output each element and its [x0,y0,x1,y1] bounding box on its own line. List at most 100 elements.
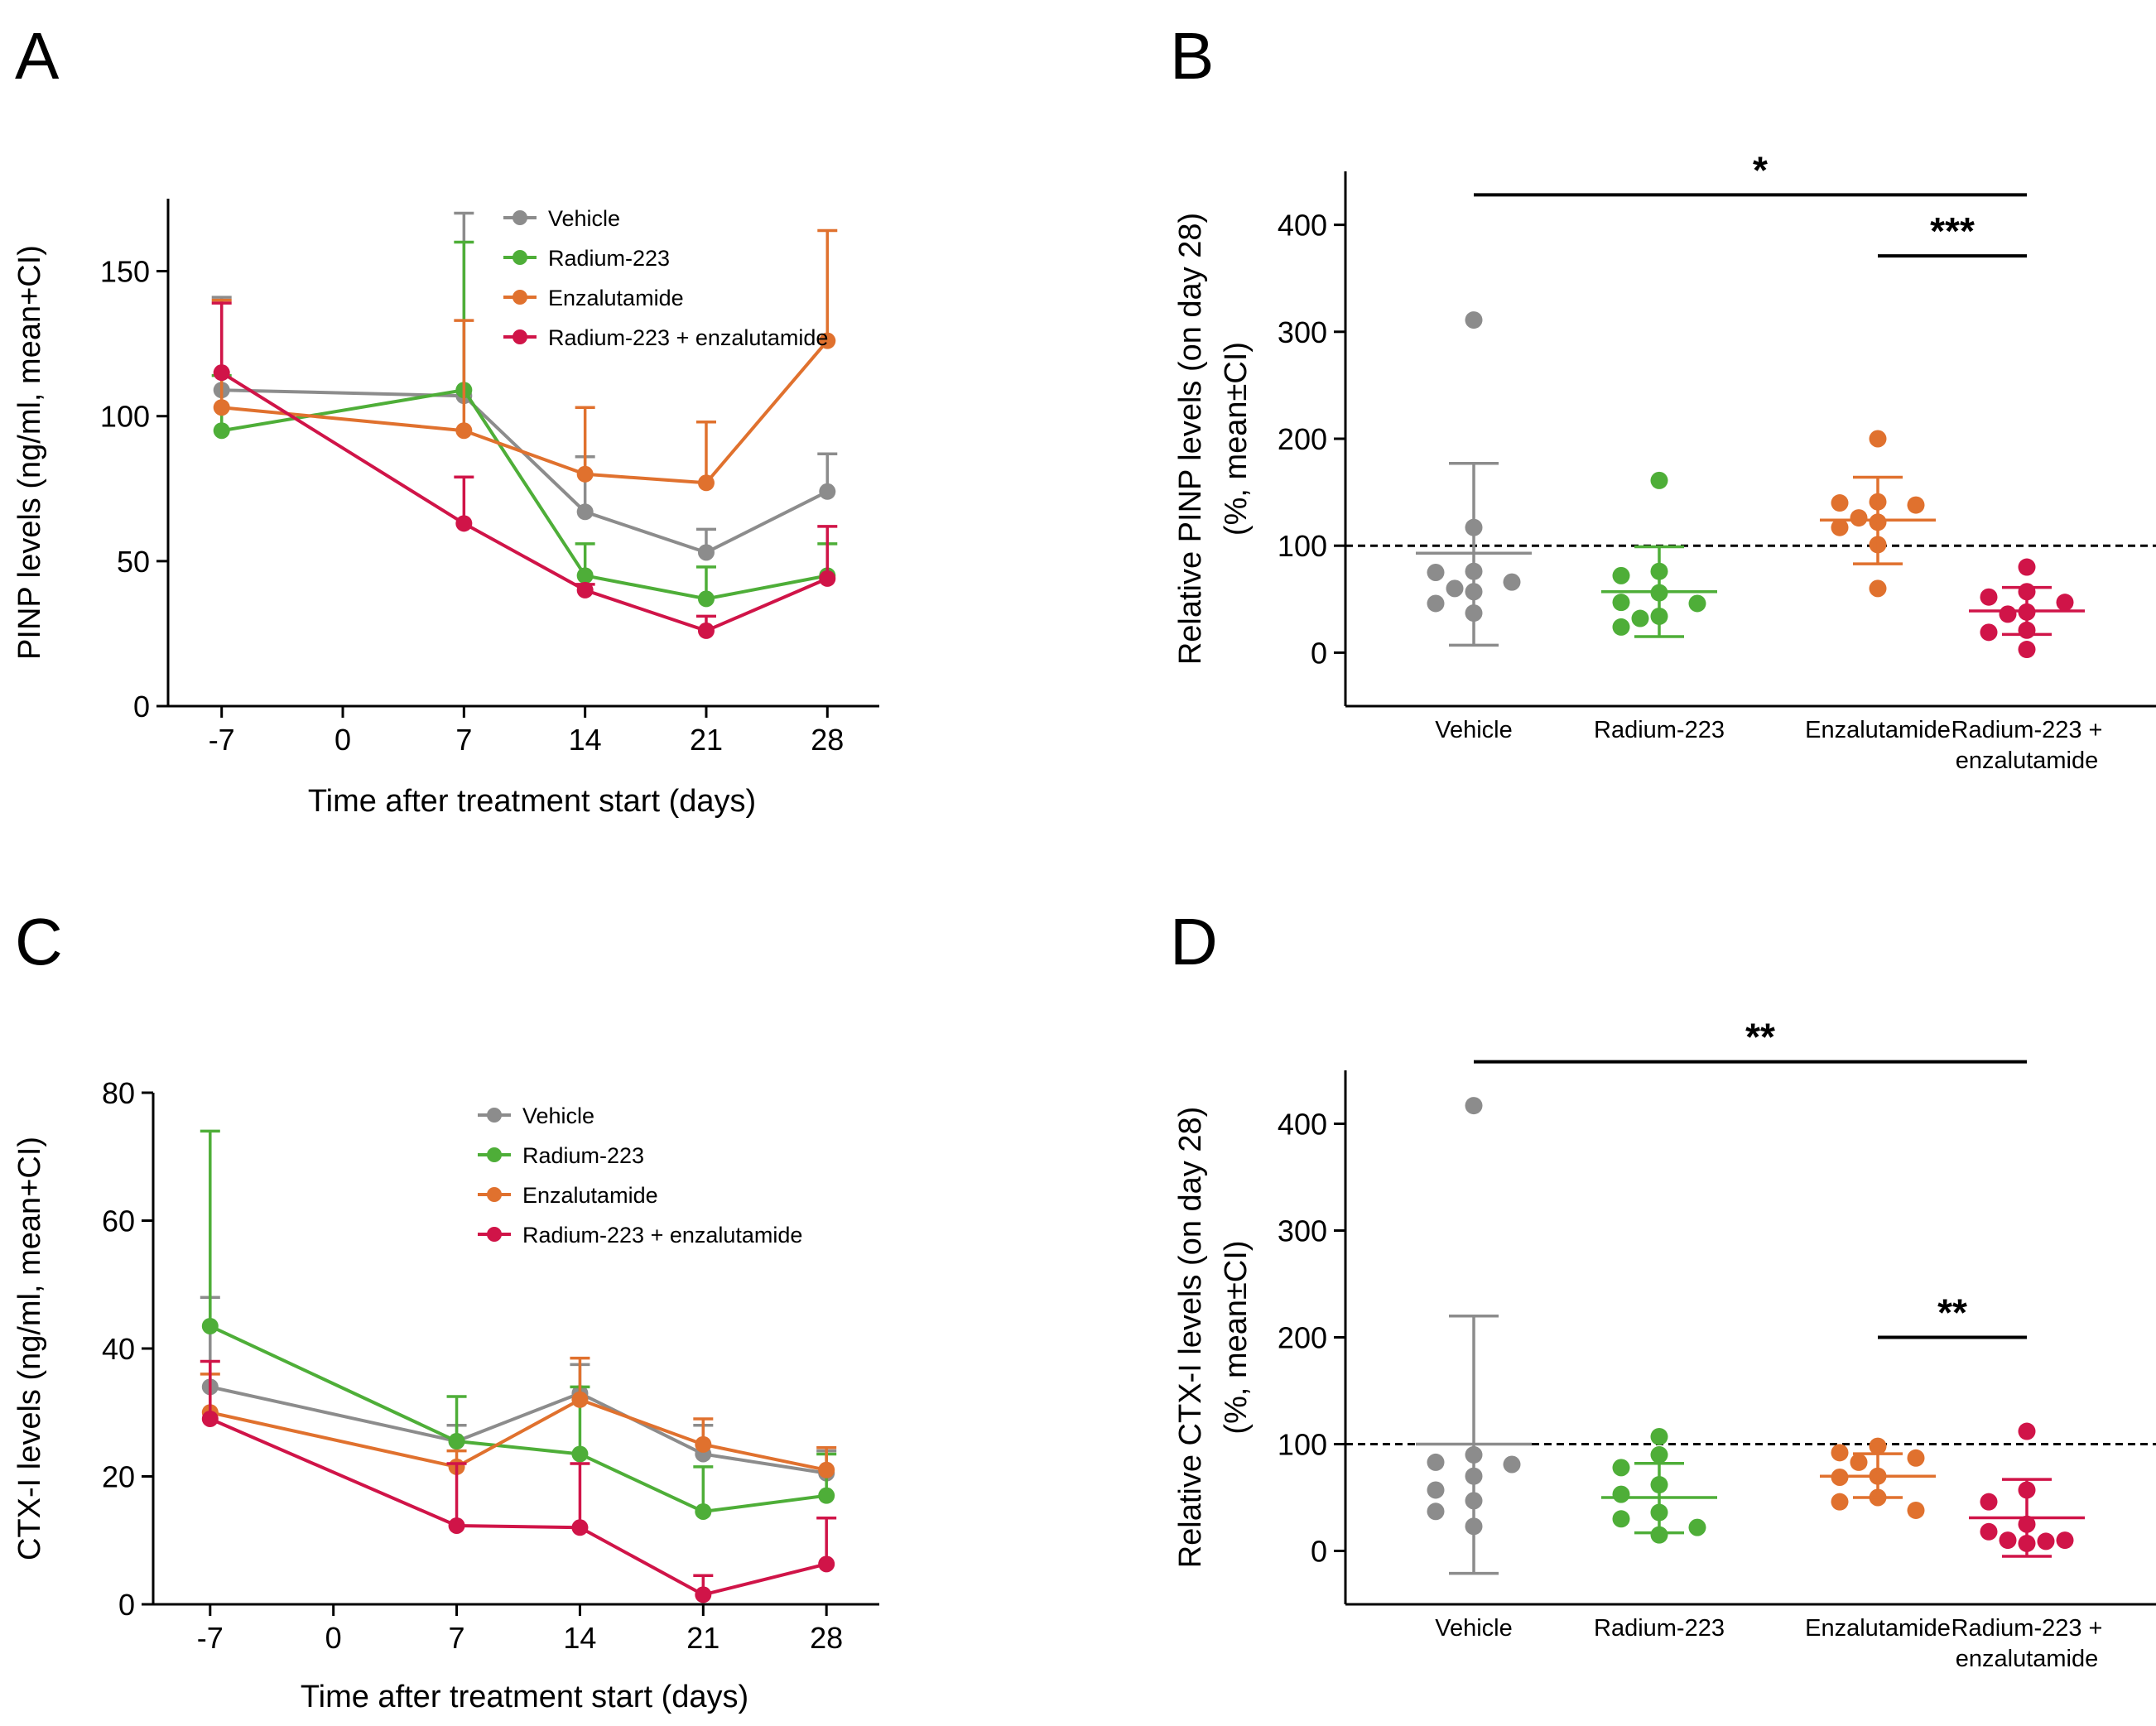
data-point [455,422,473,440]
y-tick-label: 150 [100,255,150,289]
data-point [448,1433,465,1450]
data-point [571,1519,589,1536]
data-point [201,1317,219,1334]
category-label: Radium-223 [1594,717,1725,743]
data-point [1999,605,2017,623]
data-point [1612,594,1630,612]
x-tick-label: 0 [334,723,351,757]
panel-letter: A [15,19,60,93]
significance-label: * [1753,148,1768,191]
legend: Vehicle Radium-223 Enzalutamide Radium-223 … [503,206,828,350]
data-point [1831,518,1849,536]
significance-label: ** [1937,1291,1967,1334]
data-point [1446,579,1464,598]
data-point [2018,558,2036,576]
category-label: Enzalutamide [1805,717,1951,743]
data-point [1650,1526,1668,1544]
data-point [2056,1531,2074,1550]
data-point [1831,1444,1849,1462]
data-point [1612,1510,1630,1528]
category-label: Vehicle [1435,717,1513,743]
data-point [571,1445,589,1463]
data-point [1850,509,1868,527]
data-point [2056,594,2074,612]
legend-label: Radium-223 [522,1143,644,1168]
data-point [1650,1445,1668,1464]
significance-label: *** [1930,209,1975,252]
data-point [1999,1531,2017,1550]
data-point [201,1410,219,1427]
y-tick-label: 100 [1278,529,1327,563]
data-point [2018,1422,2036,1440]
legend-marker [513,210,527,225]
series-vehicle [211,211,838,561]
data-point [571,1391,589,1408]
data-point [576,465,594,483]
data-point [1427,564,1445,581]
data-point [1631,609,1649,627]
data-point [1907,1501,1925,1519]
y-tick-label: 200 [1278,1321,1327,1355]
data-point [1907,496,1925,514]
data-point [1980,1493,1998,1511]
panel-letter: B [1170,19,1214,93]
data-point [1907,1449,1925,1467]
x-tick-label: 21 [686,1621,719,1655]
legend-marker [487,1108,502,1123]
group-vehicle [1416,1097,1532,1575]
x-tick-label: 0 [325,1621,342,1655]
data-point [1612,618,1630,636]
data-point [1427,1502,1445,1521]
panel-a: A 0 50 100 150 -7 0 7 14 21 28 Time after treatment… [12,19,879,819]
x-axis-title: Time after treatment start (days) [308,784,756,819]
data-point [213,364,230,382]
data-point [455,515,473,532]
data-point [1612,1485,1630,1503]
x-tick-label: 7 [449,1621,465,1655]
data-point [576,503,594,521]
data-point [1503,1455,1521,1474]
y-axis-title: CTX-I levels (ng/ml, mean+CI) [12,1137,47,1560]
significance-label: ** [1745,1016,1775,1059]
data-point [1869,579,1887,598]
group-radium-223 [1601,471,1717,638]
data-point [697,474,715,492]
data-point [576,581,594,599]
data-point [819,570,836,587]
data-point [695,1435,712,1453]
category-label: enzalutamide [1956,748,2099,774]
data-point [1831,494,1849,512]
data-point [697,544,715,561]
y-tick-label: 40 [102,1332,135,1366]
legend-label: Radium-223 + enzalutamide [548,325,828,350]
panel-b: B 0 100 200 300 400 Relative PINP levels (on d… [1170,19,2156,774]
legend-label: Vehicle [548,206,620,231]
data-point [819,483,836,500]
x-tick-label: 7 [455,723,472,757]
y-axis-subtitle: (%, mean±CI) [1219,342,1254,536]
data-point [1612,1459,1630,1477]
y-tick-label: 200 [1278,422,1327,456]
group-radium-223-enzalutamide [1969,1422,2085,1558]
y-tick-label: 50 [117,545,150,579]
data-point [576,567,594,584]
data-point [1465,311,1483,329]
y-tick-label: 100 [1278,1428,1327,1462]
series-radium-223 [200,1129,837,1520]
legend-marker [487,1147,502,1162]
data-point [1688,594,1706,613]
x-tick-label: 21 [690,723,723,757]
legend-label: Radium-223 + enzalutamide [522,1223,802,1248]
data-point [1850,1453,1868,1471]
legend-marker [513,329,527,344]
data-point [1465,1097,1483,1115]
data-point [818,1487,835,1504]
data-point [695,1586,712,1603]
data-point [819,332,836,349]
data-point [1980,623,1998,642]
data-point [1980,588,1998,606]
data-point [697,622,715,639]
legend: Vehicle Radium-223 Enzalutamide Radium-223 … [478,1103,802,1248]
group-enzalutamide [1820,1437,1936,1519]
